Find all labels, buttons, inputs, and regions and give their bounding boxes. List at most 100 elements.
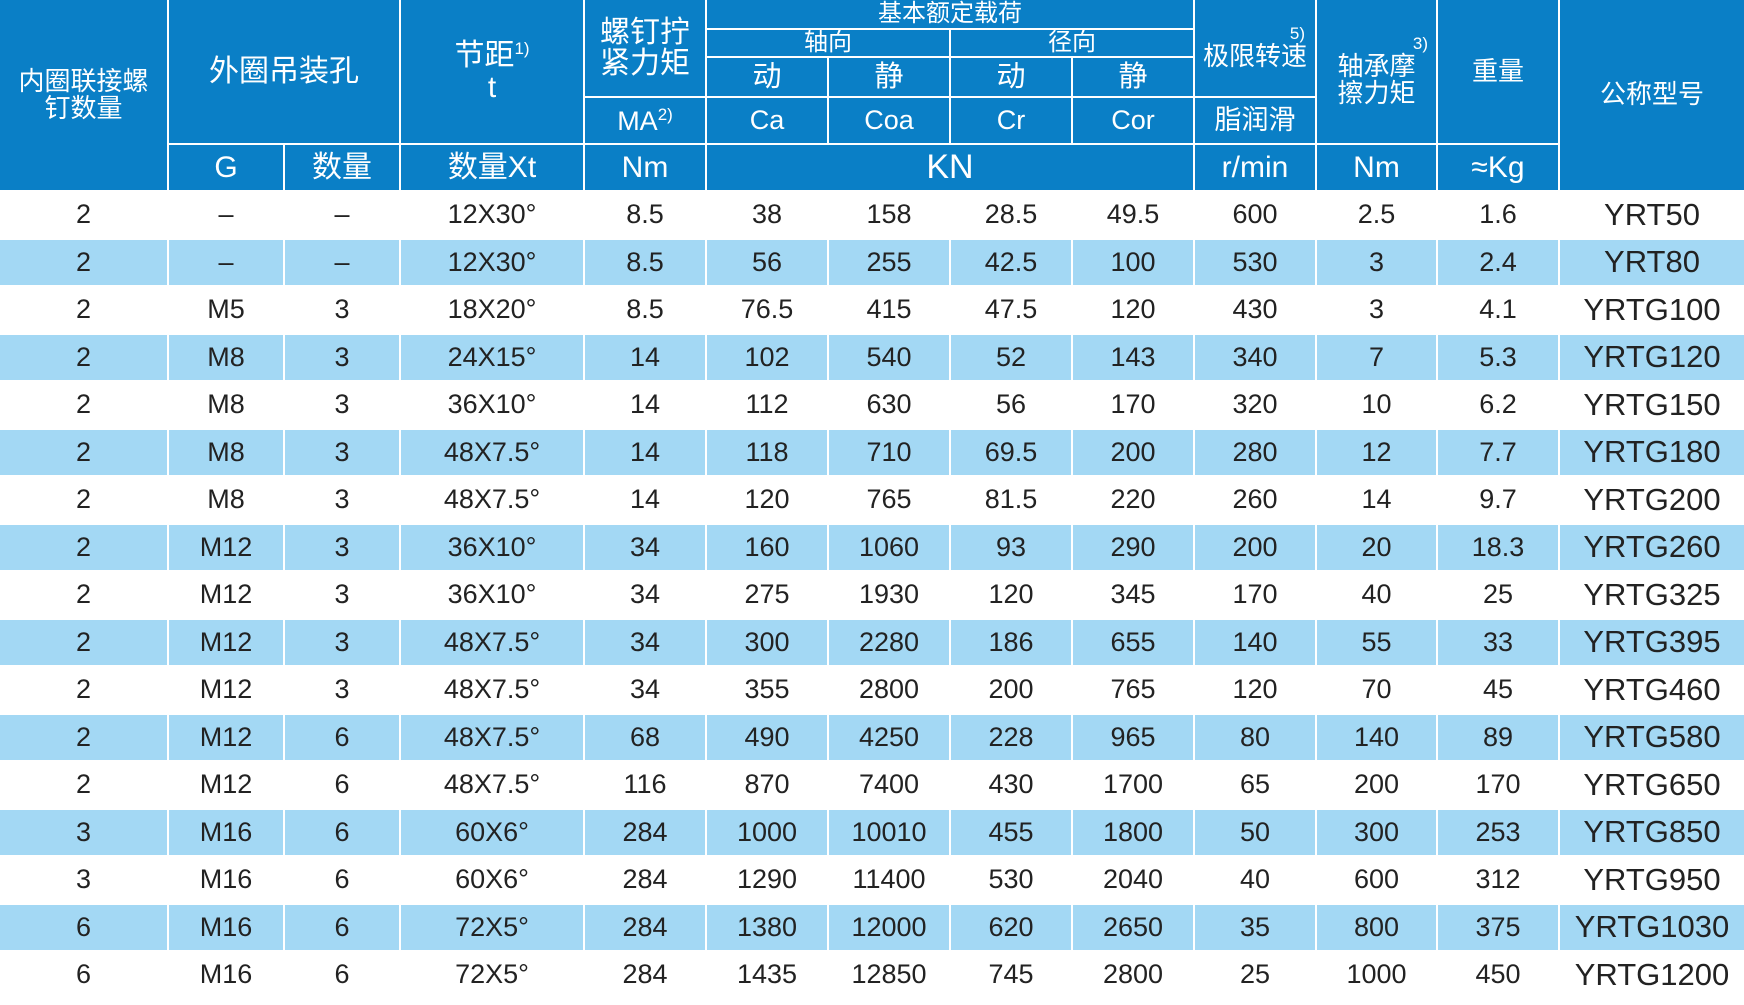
cell-ca: 1000 <box>707 809 827 855</box>
cell-speed: 35 <box>1195 904 1315 950</box>
table-row: 3 M16 6 60X6° 284 1290 11400 530 2040 40 600 312 YRT… <box>0 857 1744 903</box>
cell-speed: 280 <box>1195 429 1315 475</box>
cell-friction: 600 <box>1353 864 1400 895</box>
header-unit-kn: KN <box>707 145 1193 190</box>
cell-coa: 12000 <box>829 904 949 950</box>
cell-bolt-count: 2 <box>0 334 167 380</box>
table-row: 2 – – 12X30° 8.5 38 158 28.5 49.5 600 2.5 1.6 YRT50 <box>0 192 1744 238</box>
cell-model: YRTG180 <box>1560 429 1744 475</box>
cell-bolt-count: 2 <box>75 199 92 230</box>
cell-speed: 50 <box>1195 809 1315 855</box>
cell-g: M12 <box>199 769 253 800</box>
cell-g: M12 <box>169 714 283 760</box>
cell-coa: 11400 <box>852 864 926 895</box>
cell-coa: 765 <box>866 484 912 515</box>
cell-torque: 284 <box>622 959 668 990</box>
cell-friction: 14 <box>1361 484 1392 515</box>
header-ca: Ca <box>707 98 827 143</box>
cell-g: M12 <box>169 619 283 665</box>
cell-pitch: 72X5° <box>401 904 583 950</box>
cell-model: YRTG1200 <box>1574 956 1730 992</box>
cell-hole-count: 3 <box>285 334 399 380</box>
cell-cr: 69.5 <box>951 429 1071 475</box>
cell-cor: 120 <box>1110 294 1156 325</box>
cell-weight: 33 <box>1438 619 1558 665</box>
cell-pitch: 36X10° <box>447 389 537 420</box>
cell-pitch: 60X6° <box>455 864 529 895</box>
cell-weight: 5.3 <box>1438 334 1558 380</box>
cell-cor: 100 <box>1073 239 1193 285</box>
header-count-x-t: 数量Xt <box>401 145 583 190</box>
header-unit-rpm: r/min <box>1195 145 1315 190</box>
cell-g: – <box>218 199 234 230</box>
cell-weight: 253 <box>1438 809 1558 855</box>
cell-coa: 630 <box>866 389 912 420</box>
cell-cor: 170 <box>1110 389 1156 420</box>
cell-torque: 284 <box>585 809 705 855</box>
header-coa: Coa <box>829 98 949 143</box>
cell-g: M12 <box>169 524 283 570</box>
cell-ca: 56 <box>707 239 827 285</box>
cell-ca: 160 <box>707 524 827 570</box>
table-row: 2 M12 3 36X10° 34 160 1060 93 290 200 20 18.3 YRTG26… <box>0 524 1744 570</box>
cell-model: YRTG580 <box>1560 714 1744 760</box>
header-outer-lifting-holes: 外圈吊装孔 <box>169 0 399 143</box>
cell-torque: 284 <box>622 864 668 895</box>
limit-speed-label: 极限转速 <box>1202 41 1307 72</box>
cell-hole-count: 3 <box>285 524 399 570</box>
cell-pitch: 12X30° <box>447 199 537 230</box>
cell-weight: 170 <box>1475 769 1521 800</box>
cell-hole-count: 6 <box>285 904 399 950</box>
cell-g: M16 <box>199 959 253 990</box>
cell-bolt-count: 2 <box>75 389 92 420</box>
cell-cor: 220 <box>1110 484 1156 515</box>
header-count: 数量 <box>285 145 399 190</box>
cell-cr: 620 <box>951 904 1071 950</box>
cell-pitch: 48X7.5° <box>443 674 541 705</box>
table-row: 2 M8 3 24X15° 14 102 540 52 143 340 7 5.3 YRTG120 <box>0 334 1744 380</box>
cell-torque: 34 <box>629 579 661 610</box>
cell-bolt-count: 2 <box>75 579 92 610</box>
table-row: 2 M12 3 48X7.5° 34 355 2800 200 765 120 70 45 YRTG46… <box>0 667 1744 713</box>
cell-friction: 3 <box>1368 294 1385 325</box>
cell-cor: 49.5 <box>1106 199 1160 230</box>
cell-speed: 600 <box>1232 199 1278 230</box>
cell-speed: 260 <box>1232 484 1278 515</box>
table-row: 2– –12X30° 8.5 56 255 42.5 100 530 3 2.4 YRT80 <box>0 239 1744 285</box>
cell-speed: 530 <box>1195 239 1315 285</box>
cell-weight: 18.3 <box>1438 524 1558 570</box>
cell-speed: 170 <box>1232 579 1278 610</box>
header-cr: Cr <box>951 98 1071 143</box>
table-header: 内圈联接螺钉数量 外圈吊装孔 节距1) t 螺钉拧紧力矩 基本额定载荷 5) 极限转… <box>0 0 1744 190</box>
cell-g: M8 <box>207 484 245 515</box>
header-g: G <box>169 145 283 190</box>
cell-cor: 200 <box>1073 429 1193 475</box>
cell-model: YRTG325 <box>1583 576 1721 612</box>
cell-cr: 42.5 <box>951 239 1071 285</box>
header-unit-kg: ≈Kg <box>1438 145 1558 190</box>
cell-bolt-count: 3 <box>0 809 167 855</box>
cell-coa: 540 <box>829 334 949 380</box>
cell-cor: 143 <box>1073 334 1193 380</box>
header-friction-torque: 3) 轴承摩擦力矩 <box>1317 0 1436 143</box>
cell-torque: 284 <box>585 904 705 950</box>
cell-cr: 228 <box>951 714 1071 760</box>
cell-coa: 1060 <box>829 524 949 570</box>
cell-cr: 56 <box>995 389 1027 420</box>
cell-hole-count: 3 <box>334 389 350 420</box>
cell-torque: 34 <box>585 524 705 570</box>
cell-g: M16 <box>169 809 283 855</box>
cell-g: M16 <box>169 904 283 950</box>
table-row: 2 M12 6 48X7.5° 116 870 7400 430 1700 65 200 170 YRT… <box>0 762 1744 808</box>
cell-cor: 345 <box>1110 579 1156 610</box>
cell-torque: 14 <box>585 334 705 380</box>
cell-friction: 70 <box>1361 674 1392 705</box>
header-pitch: 节距1) t <box>401 0 583 143</box>
cell-torque: 8.5 <box>626 199 664 230</box>
cell-cor: 1800 <box>1073 809 1193 855</box>
cell-hole-count: 3 <box>334 484 350 515</box>
cell-coa: 4250 <box>829 714 949 760</box>
cell-pitch: 48X7.5° <box>401 619 583 665</box>
cell-friction: 55 <box>1317 619 1436 665</box>
cell-speed: 320 <box>1232 389 1278 420</box>
